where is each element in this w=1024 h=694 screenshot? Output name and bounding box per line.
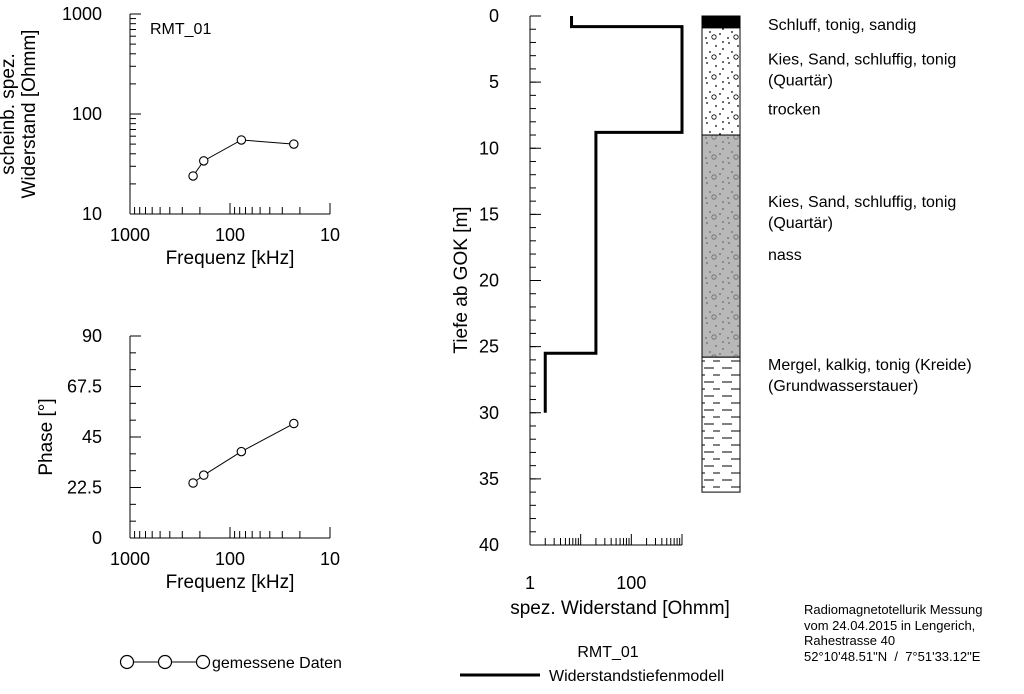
lithology-layer [701,134,741,358]
y-tick-label: 5 [489,72,499,92]
y-tick-label: 0 [489,6,499,26]
x-tick-label: 1000 [110,549,150,569]
y-tick-label: 22.5 [67,478,102,498]
legend-measured-label: gemessene Daten [212,655,342,672]
lithology-label: nass [768,247,802,264]
lithology-label: Mergel, kalkig, tonig (Kreide) (Grundwass… [768,357,972,395]
x-tick-label: 1000 [110,225,150,245]
data-point [188,478,198,488]
info-line: Radiomagnetotellurik Messung [804,602,983,617]
data-point [289,139,299,149]
legend-measured: gemessene Daten [119,654,342,672]
y-tick-label: 0 [92,528,102,548]
lithology-layer [701,15,741,29]
y-axis-label: Phase [°] [36,398,57,475]
lithology-label: Schluff, tonig, sandig [768,17,916,34]
lithology-label: Kies, Sand, schluffig, tonig (Quartär) [768,194,956,232]
x-tick-label: 1 [525,573,535,593]
lithology-label-line: Schluff, tonig, sandig [768,17,916,34]
lithology-label-line: (Quartär) [768,72,833,89]
y-axis-label-line: scheinb. spez. [0,53,19,174]
legend-marker [195,654,211,670]
y-tick-label: 25 [479,337,499,357]
lithology-label: trocken [768,102,820,119]
chart-annotation: RMT_01 [150,21,211,38]
legend-marker [119,654,135,670]
x-axis-label: Frequenz [kHz] [166,572,295,593]
y-tick-label: 15 [479,204,499,224]
x-tick-label: 100 [215,225,245,245]
y-axis-label: Tiefe ab GOK [m] [451,206,472,353]
x-axis-label: spez. Widerstand [Ohmm] [510,598,730,619]
y-tick-label: 20 [479,271,499,291]
data-point [199,156,209,166]
legend-marker [157,654,173,670]
y-tick-label: 90 [82,326,102,346]
y-tick-label: 10 [82,204,102,224]
y-axis-label-line: Widerstand [Ohmm] [19,30,40,199]
legend-model-title: RMT_01 [577,644,638,661]
lithology-label: Kies, Sand, schluffig, tonig (Quartär) [768,51,956,89]
x-axis-label: Frequenz [kHz] [166,248,295,269]
data-point [289,418,299,429]
y-tick-label: 100 [72,104,102,124]
lithology-layer [701,27,741,136]
y-axis-label: scheinb. spez.Widerstand [Ohmm] [0,30,40,199]
y-tick-label: 35 [479,469,499,489]
lithology-label-line: trocken [768,102,820,119]
lithology-label-line: Kies, Sand, schluffig, tonig [768,194,956,211]
x-tick-label: 10 [320,549,340,569]
y-tick-label: 67.5 [67,377,102,397]
lithology-label-line: (Quartär) [768,215,833,232]
data-point [236,135,247,145]
y-tick-label: 1000 [62,4,102,24]
legend-model: RMT_01 Widerstandstiefenmodell [460,644,724,685]
lithology-label-line: nass [768,247,802,264]
x-tick-label: 100 [616,573,646,593]
lithology-label-line: (Grundwasserstauer) [768,378,918,395]
lithology-label-line: Mergel, kalkig, tonig (Kreide) [768,357,972,374]
info-line: vom 24.04.2015 in Lengerich, [804,617,976,633]
model-line [543,16,684,413]
info-line: Rahestrasse 40 [804,633,896,648]
resistivity-model-chart: 1 100 spez. Widerstand [Ohmm] 0 5 10 15 20 25 30 3… [451,6,730,619]
lithology-column: Schluff, tonig, sandig Kies, Sand, schluf… [701,15,972,493]
legend-model-label: Widerstandstiefenmodell [549,668,724,685]
y-tick-label: 10 [479,138,499,158]
lithology-label-line: Kies, Sand, schluffig, tonig [768,51,956,68]
x-tick-label: 100 [215,549,245,569]
info-line: 52°10'48.51"N / 7°51'33.12"E [804,648,981,664]
y-tick-label: 45 [82,427,102,447]
data-point [188,171,198,181]
data-line [192,139,294,177]
phase-chart: 1000 100 10 Frequenz [kHz] 0 22.5 45 67.5 90 Phas… [36,326,340,593]
apparent-resistivity-chart: 1000 100 10 Frequenz [kHz] 10 100 1000 RMT_01sc… [0,4,340,269]
x-tick-label: 10 [320,225,340,245]
data-line [192,423,295,484]
lithology-layer [701,356,741,493]
measurement-info: Radiomagnetotellurik Messung vom 24.04.20… [804,602,982,664]
y-tick-label: 30 [479,403,499,423]
y-tick-label: 40 [479,535,499,555]
data-point [199,470,209,480]
data-point [236,446,247,457]
